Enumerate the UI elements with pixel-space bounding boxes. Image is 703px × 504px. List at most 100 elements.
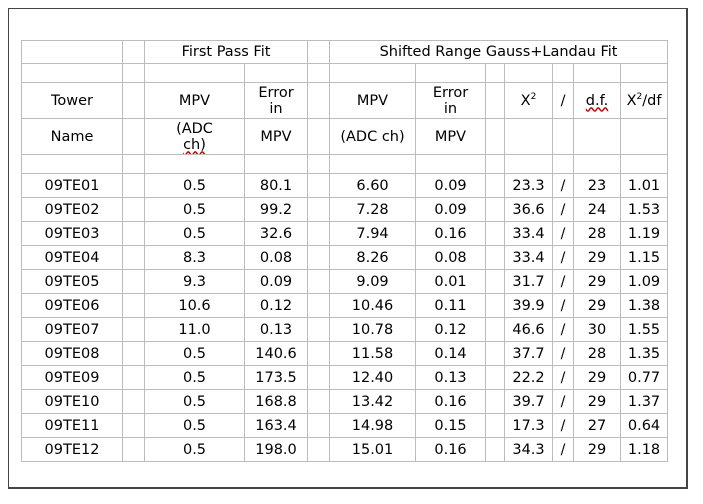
chi2-cell: 22.2 <box>504 365 554 390</box>
mpv1-cell: 0.5 <box>144 173 245 198</box>
spacer-cell <box>307 221 331 246</box>
spacer-cell <box>485 389 506 414</box>
table-row: 09TE10 0.5 168.8 13.42 0.16 39.7/29 1.37 <box>21 389 669 414</box>
err1-cell: 0.08 <box>243 245 309 270</box>
ratio-cell: 1.09 <box>620 269 669 294</box>
slash-cell: / <box>552 365 575 390</box>
chi2df-header: X2/df <box>620 82 669 119</box>
chi2-symbol: X <box>520 92 531 109</box>
table-row: 09TE03 0.5 32.6 7.94 0.16 33.4/28 1.19 <box>21 221 669 246</box>
spacer-cell <box>307 365 331 390</box>
shifted-fit-header: Shifted Range Gauss+Landau Fit <box>329 40 669 64</box>
spacer-cell <box>122 173 145 198</box>
err1-cell: 140.6 <box>243 341 309 366</box>
err2-cell: 0.12 <box>415 317 487 342</box>
df-cell: 29 <box>573 437 622 462</box>
mpv2-cell: 8.26 <box>329 245 417 270</box>
spacer-cell <box>485 437 506 462</box>
mpv1-cell: 8.3 <box>144 245 245 270</box>
slash-header: / <box>552 82 575 119</box>
slash-cell: / <box>552 317 575 342</box>
err2-unit: MPV <box>415 118 487 155</box>
mpv1-cell: 0.5 <box>144 389 245 414</box>
df-cell: 29 <box>573 293 622 318</box>
chi2-cell: 33.4 <box>504 245 554 270</box>
table-row: 09TE05 9.3 0.09 9.09 0.01 31.7/29 1.09 <box>21 269 669 294</box>
mpv1-cell: 0.5 <box>144 341 245 366</box>
page-frame <box>8 8 688 489</box>
spacer-cell <box>307 317 331 342</box>
err2-cell: 0.16 <box>415 221 487 246</box>
ratio-cell: 1.18 <box>620 437 669 462</box>
err2-cell: 0.14 <box>415 341 487 366</box>
spacer-cell <box>485 197 506 222</box>
spacer-cell <box>122 221 145 246</box>
cell <box>307 40 331 64</box>
err2-cell: 0.08 <box>415 245 487 270</box>
mpv2-cell: 13.42 <box>329 389 417 414</box>
spacer-cell <box>307 245 331 270</box>
mpv2-header: MPV <box>329 82 417 119</box>
mpv2-cell: 10.46 <box>329 293 417 318</box>
err2-header-line1: Error <box>432 84 469 101</box>
err1-header-line2: in <box>269 100 283 117</box>
df-header: d.f. <box>573 82 622 119</box>
tower-cell: 09TE09 <box>21 365 123 390</box>
err1-unit: MPV <box>243 118 309 155</box>
spacer-cell <box>122 389 145 414</box>
spacer-cell <box>307 389 331 414</box>
err1-cell: 32.6 <box>243 221 309 246</box>
slash-cell: / <box>552 341 575 366</box>
mpv2-cell: 7.94 <box>329 221 417 246</box>
err2-cell: 0.16 <box>415 437 487 462</box>
mpv1-cell: 0.5 <box>144 221 245 246</box>
blank-row <box>21 154 669 174</box>
spacer-cell <box>122 413 145 438</box>
slash-cell: / <box>552 389 575 414</box>
err1-cell: 163.4 <box>243 413 309 438</box>
spacer-cell <box>485 173 506 198</box>
header-row-units: Name (ADC ch) MPV (ADC ch) MPV <box>21 118 669 155</box>
spacer-cell <box>122 365 145 390</box>
ratio-cell: 0.77 <box>620 365 669 390</box>
spacer-cell <box>485 365 506 390</box>
mpv1-cell: 0.5 <box>144 365 245 390</box>
ratio-cell: 1.38 <box>620 293 669 318</box>
err1-cell: 0.13 <box>243 317 309 342</box>
spacer-cell <box>307 197 331 222</box>
name-header: Name <box>21 118 123 155</box>
slash-cell: / <box>552 221 575 246</box>
spacer-cell <box>485 245 506 270</box>
ratio-cell: 1.37 <box>620 389 669 414</box>
spacer-cell <box>485 317 506 342</box>
ratio-cell: 1.55 <box>620 317 669 342</box>
mpv2-cell: 14.98 <box>329 413 417 438</box>
table-row: 09TE04 8.3 0.08 8.26 0.08 33.4/29 1.15 <box>21 245 669 270</box>
mpv1-cell: 11.0 <box>144 317 245 342</box>
table-row: 09TE12 0.5 198.0 15.01 0.16 34.3/29 1.18 <box>21 437 669 462</box>
spacer-cell <box>485 413 506 438</box>
spacer-cell <box>485 293 506 318</box>
spacer-cell <box>122 437 145 462</box>
err2-cell: 0.09 <box>415 197 487 222</box>
mpv1-cell: 10.6 <box>144 293 245 318</box>
tower-cell: 09TE04 <box>21 245 123 270</box>
slash-cell: / <box>552 269 575 294</box>
spacer-cell <box>307 293 331 318</box>
mpv2-unit-text: (ADC ch) <box>340 128 405 145</box>
chi2-header: X2 <box>504 82 554 119</box>
mpv2-unit: (ADC ch) <box>329 118 417 155</box>
err2-cell: 0.13 <box>415 365 487 390</box>
spacer-cell <box>307 413 331 438</box>
slash-cell: / <box>552 197 575 222</box>
header-row-columns: Tower MPV Error in MPV Error in X2 / d.f… <box>21 82 669 119</box>
chi2-cell: 46.6 <box>504 317 554 342</box>
err1-cell: 99.2 <box>243 197 309 222</box>
mpv2-cell: 12.40 <box>329 365 417 390</box>
header-row-groups: First Pass Fit Shifted Range Gauss+Landa… <box>21 40 669 64</box>
df-cell: 29 <box>573 245 622 270</box>
chi2-cell: 34.3 <box>504 437 554 462</box>
df-cell: 23 <box>573 173 622 198</box>
spacer-cell <box>307 341 331 366</box>
err2-cell: 0.11 <box>415 293 487 318</box>
